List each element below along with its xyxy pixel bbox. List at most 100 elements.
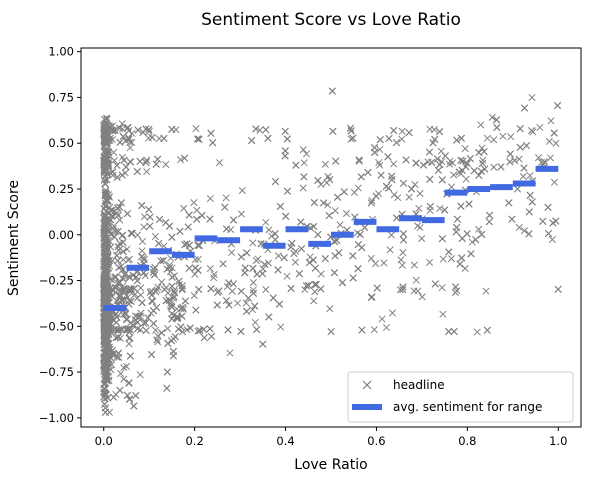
scatter-point: [193, 215, 201, 223]
scatter-point: [508, 215, 516, 223]
scatter-point: [276, 202, 284, 210]
scatter-point: [237, 327, 245, 335]
scatter-point: [181, 297, 189, 305]
scatter-point: [271, 230, 279, 238]
legend-box: [347, 371, 574, 423]
scatter-point: [168, 310, 176, 318]
scatter-point: [274, 252, 283, 260]
scatter-point: [414, 287, 422, 295]
scatter-point: [485, 211, 494, 219]
scatter-point: [139, 254, 148, 262]
scatter-point: [179, 303, 187, 312]
scatter-point: [314, 176, 322, 184]
scatter-point: [167, 302, 175, 310]
scatter-point: [126, 144, 134, 152]
y-tick-label: −0.25: [39, 274, 74, 288]
scatter-point: [458, 234, 466, 242]
scatter-point: [230, 216, 238, 224]
scatter-point: [119, 265, 127, 273]
y-tick-label: 0.00: [48, 228, 74, 242]
scatter-point: [198, 211, 206, 220]
scatter-point: [536, 123, 544, 132]
scatter-point: [100, 115, 108, 123]
scatter-point: [256, 126, 264, 134]
scatter-point: [111, 233, 119, 241]
scatter-point: [338, 279, 346, 287]
scatter-point: [310, 297, 318, 305]
scatter-point: [282, 212, 290, 220]
scatter-point: [457, 134, 465, 142]
scatter-point: [152, 326, 160, 334]
scatter-point: [436, 161, 444, 169]
scatter-point: [160, 134, 168, 142]
scatter-point: [193, 135, 202, 143]
scatter-point: [173, 312, 181, 321]
scatter-point: [221, 203, 229, 211]
scatter-point: [152, 160, 160, 168]
scatter-point: [439, 310, 447, 318]
scatter-point: [461, 145, 469, 153]
scatter-point: [155, 239, 163, 248]
scatter-point: [310, 198, 318, 207]
scatter-point: [388, 309, 396, 317]
scatter-point: [122, 315, 131, 323]
scatter-point: [168, 233, 176, 241]
avg-segments: [103, 165, 559, 311]
scatter-point: [170, 287, 178, 295]
scatter-point: [385, 184, 393, 192]
scatter-point: [206, 194, 214, 203]
scatter-point: [394, 194, 402, 202]
scatter-point: [114, 349, 123, 357]
scatter-point: [475, 171, 483, 179]
scatter-point: [158, 278, 166, 286]
scatter-point: [100, 229, 108, 238]
scatter-point: [136, 312, 144, 320]
scatter-point: [418, 235, 426, 243]
x-tick-label: 0.0: [95, 434, 113, 448]
scatter-point: [453, 215, 461, 223]
scatter-point: [116, 216, 124, 224]
scatter-point: [110, 351, 118, 359]
y-axis-ticks: 1.00 0.75 0.50 0.25 0.00 −0.25 −0.50 −0.75 −1.00: [39, 45, 81, 425]
scatter-point: [408, 185, 416, 193]
scatter-point: [164, 339, 172, 347]
scatter-point: [125, 135, 133, 143]
scatter-point: [398, 127, 406, 135]
scatter-point: [110, 393, 118, 401]
scatter-point: [291, 258, 299, 266]
scatter-point: [275, 300, 283, 308]
scatter-point: [105, 330, 113, 338]
plot-frame: [80, 47, 582, 428]
scatter-point: [317, 285, 325, 293]
scatter-point: [194, 255, 202, 263]
scatter-point: [326, 305, 334, 313]
scatter-point: [100, 340, 108, 348]
scatter-point: [390, 126, 398, 135]
scatter-point: [251, 318, 259, 326]
scatter-point: [140, 223, 148, 231]
scatter-point: [175, 277, 183, 285]
scatter-point: [151, 232, 159, 241]
scatter-point: [160, 242, 168, 250]
scatter-point: [356, 230, 364, 238]
scatter-point: [206, 215, 214, 223]
scatter-point: [119, 287, 127, 295]
scatter-point: [349, 252, 357, 260]
scatter-point: [113, 173, 121, 181]
scatter-point: [459, 157, 467, 165]
scatter-point: [174, 314, 182, 322]
scatter-point: [445, 248, 453, 256]
scatter-point: [100, 129, 109, 137]
scatter-point: [450, 327, 458, 336]
scatter-point: [544, 229, 553, 238]
scatter-point: [314, 230, 322, 239]
scatter-point: [143, 156, 151, 164]
scatter-point: [154, 283, 162, 291]
scatter-point: [116, 138, 124, 146]
scatter-point: [142, 319, 150, 327]
scatter-point: [378, 315, 386, 323]
scatter-point: [283, 187, 292, 195]
scatter-point: [126, 274, 134, 282]
scatter-point: [399, 283, 407, 291]
scatter-point: [178, 328, 187, 336]
